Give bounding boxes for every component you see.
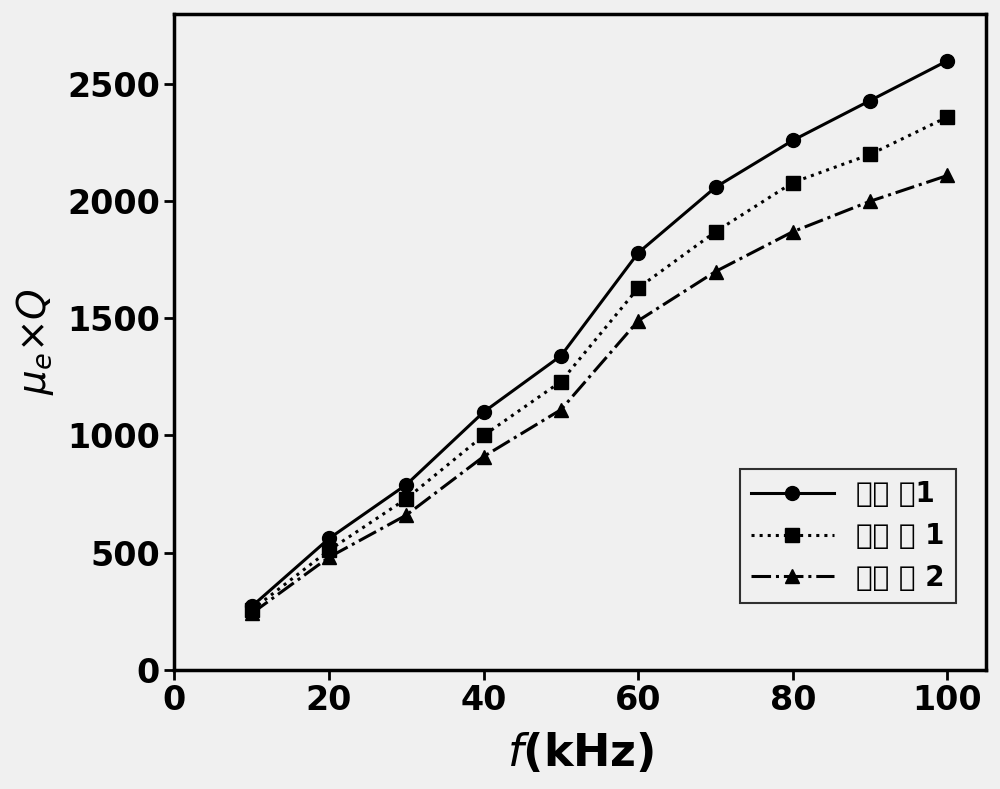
对比 例 1 bbox=[246, 605, 258, 615]
实施 例1 bbox=[555, 351, 567, 361]
Line: 实施 例1: 实施 例1 bbox=[245, 54, 954, 613]
对比 例 1 bbox=[864, 150, 876, 159]
对比 例 1 bbox=[787, 178, 799, 187]
实施 例1 bbox=[941, 56, 953, 65]
对比 例 2 bbox=[246, 608, 258, 618]
对比 例 2 bbox=[400, 510, 412, 520]
对比 例 2 bbox=[864, 196, 876, 206]
对比 例 2 bbox=[632, 316, 644, 325]
对比 例 1 bbox=[710, 227, 722, 237]
对比 例 1 bbox=[400, 494, 412, 503]
Line: 对比 例 1: 对比 例 1 bbox=[245, 110, 954, 617]
对比 例 1 bbox=[941, 112, 953, 122]
实施 例1 bbox=[323, 533, 335, 543]
实施 例1 bbox=[632, 248, 644, 257]
实施 例1 bbox=[478, 407, 490, 417]
实施 例1 bbox=[400, 480, 412, 489]
对比 例 2 bbox=[710, 267, 722, 276]
实施 例1 bbox=[787, 136, 799, 145]
对比 例 2 bbox=[787, 227, 799, 237]
Y-axis label: $\mu_e$$\times$$Q$: $\mu_e$$\times$$Q$ bbox=[14, 289, 56, 395]
实施 例1 bbox=[710, 182, 722, 192]
对比 例 2 bbox=[478, 452, 490, 462]
Legend: 实施 例1, 对比 例 1, 对比 例 2: 实施 例1, 对比 例 1, 对比 例 2 bbox=[740, 469, 956, 604]
实施 例1 bbox=[246, 602, 258, 611]
对比 例 2 bbox=[555, 405, 567, 414]
X-axis label: $\mathbf{\mathit{f}}$(kHz): $\mathbf{\mathit{f}}$(kHz) bbox=[507, 731, 654, 775]
对比 例 2 bbox=[941, 170, 953, 180]
对比 例 1 bbox=[632, 283, 644, 293]
Line: 对比 例 2: 对比 例 2 bbox=[245, 169, 954, 620]
对比 例 2 bbox=[323, 552, 335, 562]
实施 例1 bbox=[864, 95, 876, 105]
对比 例 1 bbox=[323, 545, 335, 555]
对比 例 1 bbox=[478, 431, 490, 440]
对比 例 1 bbox=[555, 377, 567, 387]
